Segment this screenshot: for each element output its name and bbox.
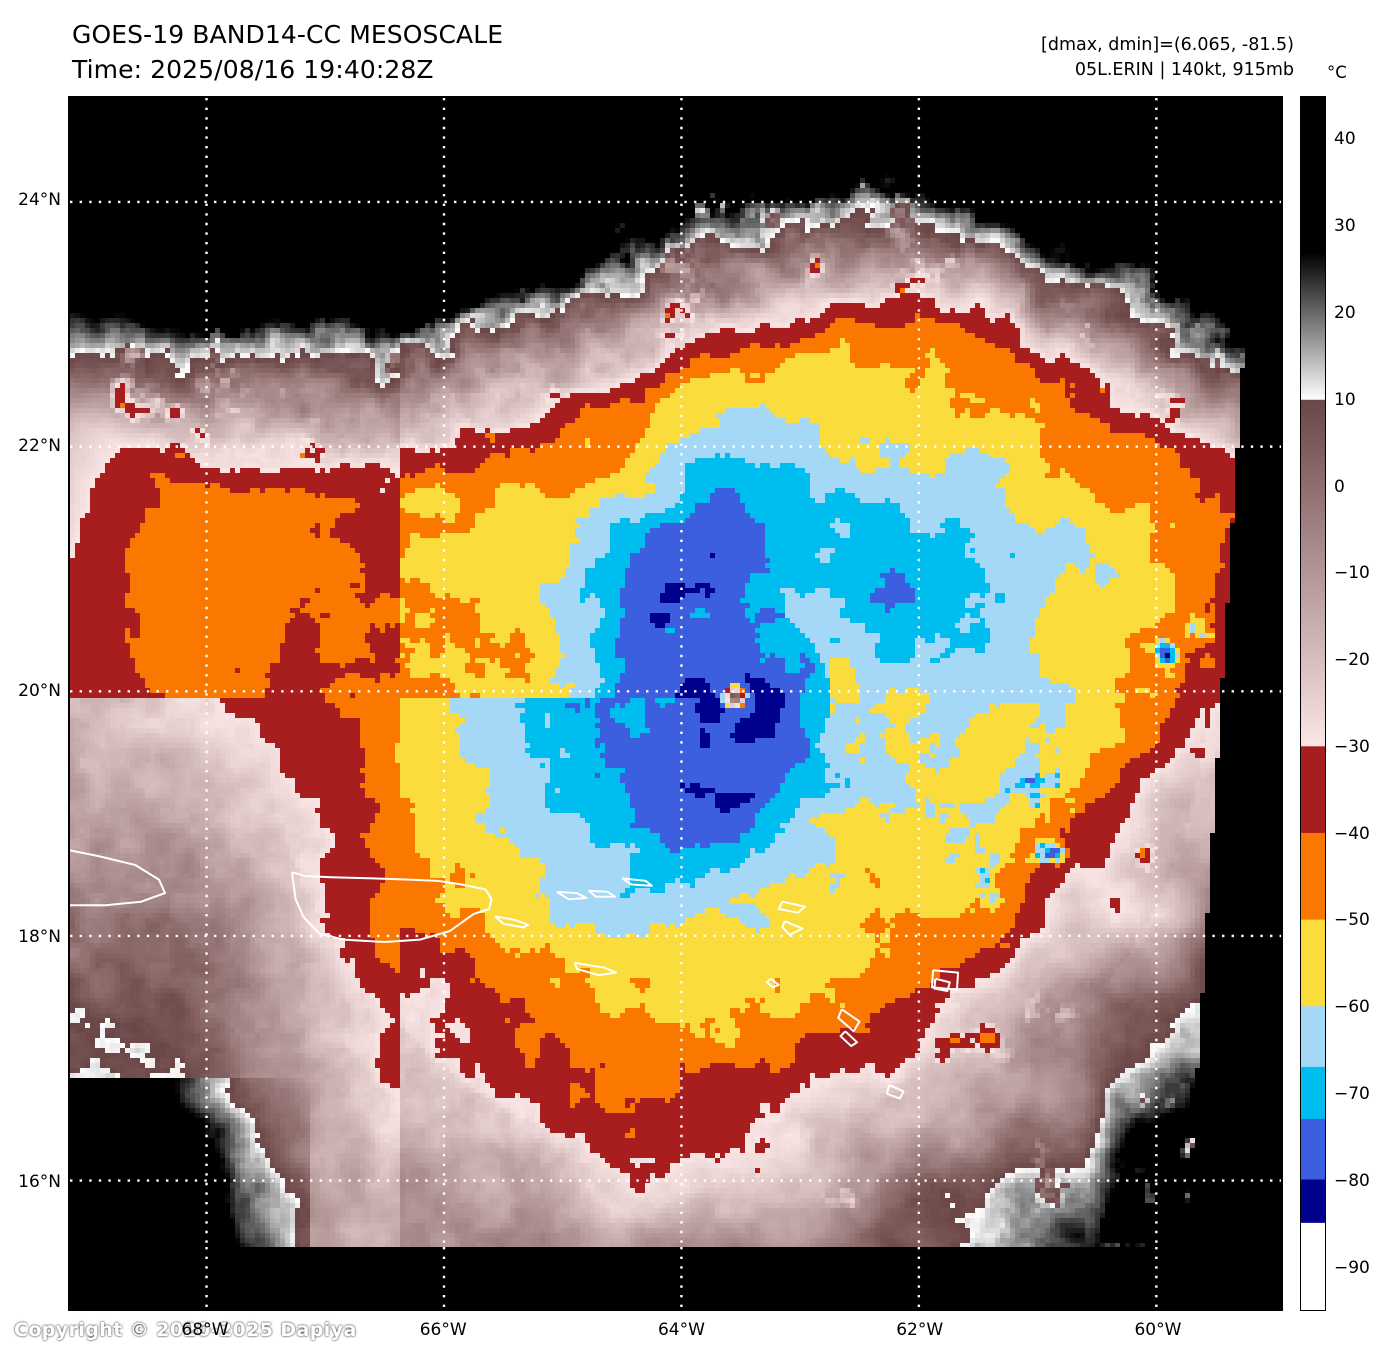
- colorbar-gradient: [1301, 97, 1325, 1310]
- colorbar-tick-label: 10: [1334, 390, 1356, 410]
- colorbar-tick-label: −30: [1334, 737, 1370, 757]
- colorbar-tick-label: −20: [1334, 650, 1370, 670]
- satellite-imagery-canvas: [70, 98, 1281, 1309]
- colorbar-tick-label: −50: [1334, 910, 1370, 930]
- page-title: GOES-19 BAND14-CC MESOSCALE: [72, 20, 503, 49]
- lon-tick-label: 64°W: [658, 1320, 705, 1340]
- lon-tick-label: 68°W: [182, 1320, 229, 1340]
- colorbar-tick-label: −40: [1334, 824, 1370, 844]
- header-metadata-block: [dmax, dmin]=(6.065, -81.5) 05L.ERIN | 1…: [1041, 33, 1294, 83]
- lat-tick-label: 18°N: [18, 927, 61, 947]
- colorbar-tick-label: −80: [1334, 1171, 1370, 1191]
- colorbar-tick-label: 20: [1334, 303, 1356, 323]
- temperature-colorbar[interactable]: [1300, 96, 1326, 1311]
- graticule: [70, 98, 1281, 1309]
- colorbar-tick-label: −90: [1334, 1258, 1370, 1278]
- lat-tick-label: 24°N: [18, 190, 61, 210]
- colorbar-tick-label: −10: [1334, 563, 1370, 583]
- coastline-overlay: [70, 849, 960, 1100]
- copyright-notice: Copyright © 2020-2025 Dapiya: [14, 1319, 357, 1341]
- header-title-block: GOES-19 BAND14-CC MESOSCALE Time: 2025/0…: [72, 18, 503, 87]
- colorbar-tick-label: −70: [1334, 1084, 1370, 1104]
- colorbar-tick-label: 40: [1334, 129, 1356, 149]
- lat-tick-label: 16°N: [18, 1172, 61, 1192]
- colorbar-tick-label: −60: [1334, 997, 1370, 1017]
- observation-time: Time: 2025/08/16 19:40:28Z: [72, 55, 434, 84]
- colorbar-tick-label: 0: [1334, 477, 1345, 497]
- storm-info-label: 05L.ERIN | 140kt, 915mb: [1075, 60, 1294, 80]
- data-minmax-label: [dmax, dmin]=(6.065, -81.5): [1041, 35, 1294, 55]
- lon-tick-label: 62°W: [896, 1320, 943, 1340]
- lat-tick-label: 22°N: [18, 436, 61, 456]
- satellite-image-plot[interactable]: [68, 96, 1283, 1311]
- lon-tick-label: 60°W: [1134, 1320, 1181, 1340]
- colorbar-unit-label: °C: [1327, 63, 1347, 82]
- colorbar-tick-label: 30: [1334, 216, 1356, 236]
- lat-tick-label: 20°N: [18, 681, 61, 701]
- lon-tick-label: 66°W: [420, 1320, 467, 1340]
